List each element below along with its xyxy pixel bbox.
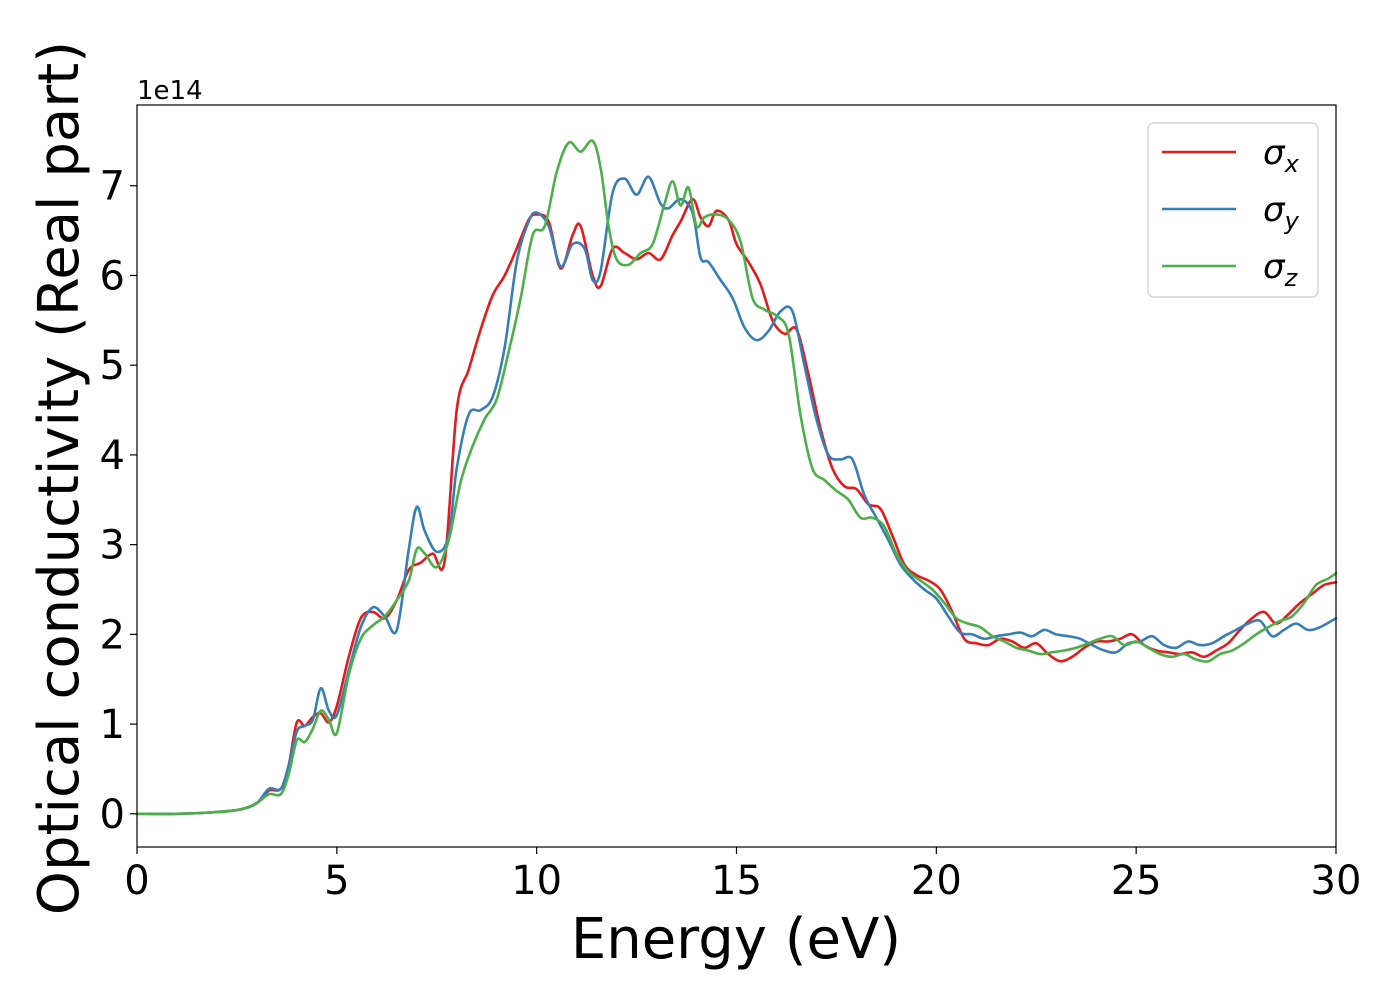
y-offset-label: 1e14 — [137, 76, 203, 106]
x-tick-label: 20 — [911, 858, 962, 904]
y-tick-label: 6 — [100, 253, 125, 299]
y-tick-label: 0 — [100, 792, 125, 838]
y-tick-label: 7 — [100, 164, 125, 210]
y-tick-label: 2 — [100, 612, 125, 658]
x-tick-label: 15 — [711, 858, 762, 904]
x-axis-label: Energy (eV) — [571, 907, 901, 972]
y-axis-ticks: 0 1 2 3 4 5 6 7 — [100, 164, 137, 838]
x-tick-label: 25 — [1111, 858, 1162, 904]
y-tick-label: 1 — [100, 702, 125, 748]
x-tick-label: 5 — [324, 858, 349, 904]
y-axis-label: Optical conductivity (Real part) — [27, 41, 92, 915]
series-layer — [135, 139, 1338, 816]
y-tick-label: 4 — [100, 433, 125, 479]
x-tick-label: 0 — [124, 858, 149, 904]
series-line-z — [135, 139, 1338, 816]
x-axis-ticks: 0 5 10 15 20 25 30 — [124, 847, 1361, 904]
series-line-x — [135, 197, 1338, 816]
x-tick-label: 10 — [511, 858, 562, 904]
legend-label-y: σy — [1263, 190, 1300, 235]
y-tick-label: 3 — [100, 523, 125, 569]
y-tick-label: 5 — [100, 343, 125, 389]
x-tick-label: 30 — [1311, 858, 1362, 904]
